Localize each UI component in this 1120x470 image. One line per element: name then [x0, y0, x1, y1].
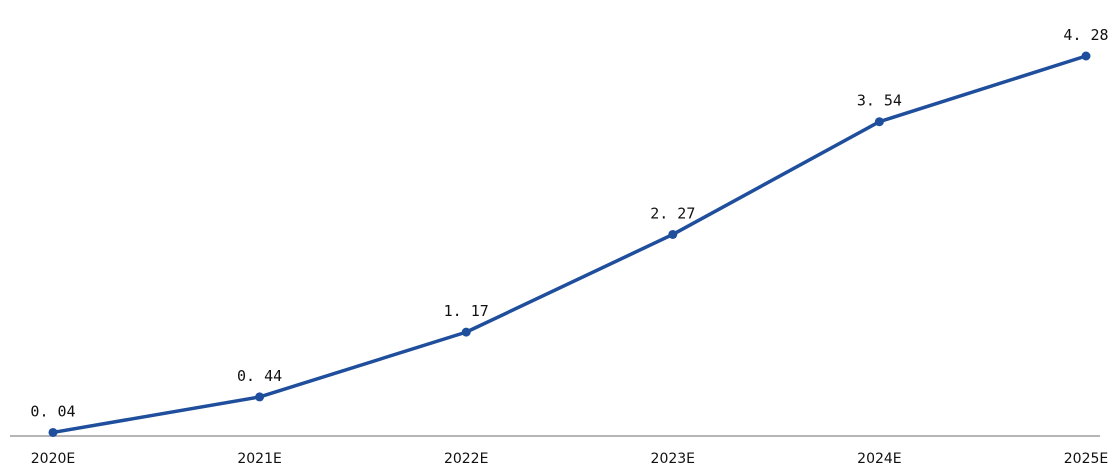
series-line: [52, 54, 1087, 435]
x-tick-label: 2023E: [651, 451, 695, 467]
data-point: [461, 327, 471, 337]
data-point: [255, 392, 265, 402]
data-point: [668, 229, 678, 239]
data-label: 0. 04: [30, 402, 75, 420]
data-label: 3. 54: [857, 92, 902, 110]
x-tick-label: 2025E: [1064, 451, 1108, 467]
data-label: 4. 28: [1063, 26, 1108, 44]
x-tick-label: 2020E: [31, 451, 75, 467]
data-label: 0. 44: [237, 367, 282, 385]
series-group: 0. 04 0. 44 1. 17 2. 27 3. 54 4. 28: [30, 26, 1109, 437]
data-label: 1. 17: [444, 302, 489, 320]
data-label: 2. 27: [650, 204, 695, 222]
x-tick-label: 2021E: [237, 451, 281, 467]
data-point: [48, 427, 58, 437]
data-point: [874, 117, 884, 127]
x-tick-labels: 2020E 2021E 2022E 2023E 2024E 2025E: [31, 451, 1108, 467]
x-tick-label: 2022E: [444, 451, 488, 467]
data-point: [1081, 51, 1091, 61]
x-tick-label: 2024E: [857, 451, 901, 467]
